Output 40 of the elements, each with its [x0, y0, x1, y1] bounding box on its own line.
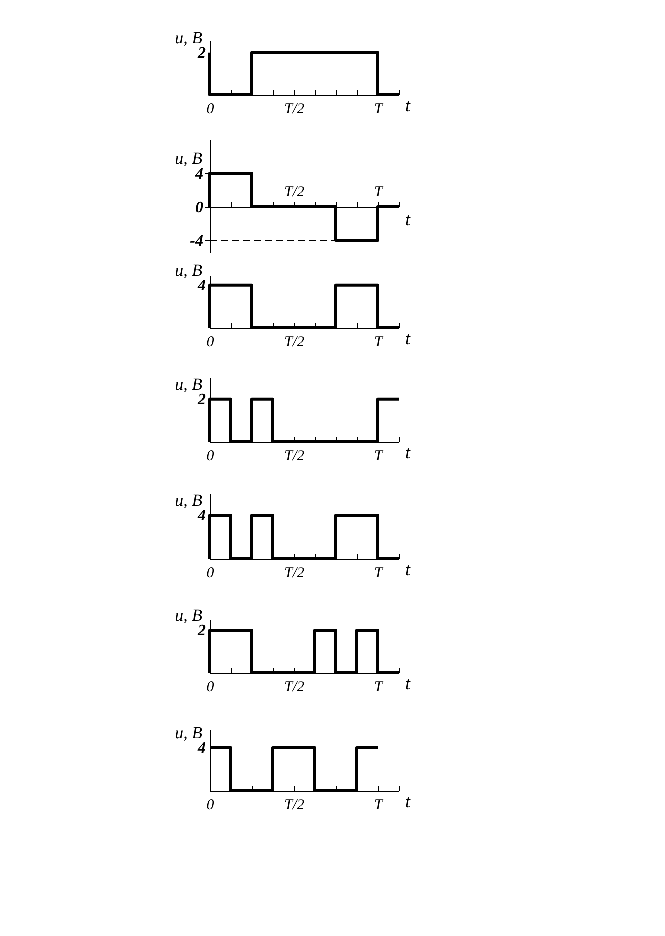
x-tick-label: T: [374, 448, 384, 464]
x-tick-label: T/2: [284, 102, 305, 118]
y-axis-title: u, B: [175, 606, 204, 626]
x-tick-label: T: [374, 102, 384, 118]
y-axis-title: u, B: [175, 491, 204, 510]
x-tick-label: T/2: [284, 334, 305, 350]
x-tick-label: 0: [206, 798, 215, 814]
y-axis-title: u, B: [175, 260, 204, 280]
y-tick-label: 4: [194, 166, 204, 183]
x-tick-label: 0: [206, 566, 215, 582]
x-axis-title: t: [406, 328, 412, 348]
x-axis-title: t: [406, 674, 412, 694]
x-tick-label: T: [374, 798, 384, 814]
x-tick-label: T/2: [284, 798, 305, 814]
x-axis-title: t: [406, 560, 412, 580]
x-tick-label: 0: [206, 102, 215, 118]
text: 2: [197, 391, 206, 408]
x-tick-label: T: [374, 334, 384, 350]
x-tick-label: 0: [206, 448, 215, 464]
y-axis-title: u, B: [175, 28, 204, 48]
x-tick-label: T/2: [284, 184, 305, 200]
y-axis-title: u, B: [175, 374, 204, 394]
x-axis-title: t: [406, 96, 412, 116]
y-tick-label: -4: [190, 232, 204, 250]
x-tick-label: T/2: [284, 680, 305, 696]
x-tick-label: 0: [206, 334, 215, 350]
x-tick-label: 0: [206, 680, 215, 696]
x-tick-label: T/2: [284, 566, 305, 582]
text: 2: [197, 622, 206, 640]
x-axis-title: t: [406, 442, 412, 462]
x-tick-label: T: [374, 566, 384, 582]
y-tick-label: 0: [196, 199, 204, 216]
y-axis-title: u, B: [175, 148, 204, 168]
y-axis-title: u, B: [175, 724, 204, 743]
x-tick-label: T/2: [284, 448, 305, 464]
x-tick-label: T: [374, 184, 384, 200]
x-axis-title: t: [406, 209, 412, 230]
text: 2: [197, 44, 206, 62]
x-axis-title: t: [406, 792, 412, 812]
x-tick-label: T: [374, 680, 384, 696]
